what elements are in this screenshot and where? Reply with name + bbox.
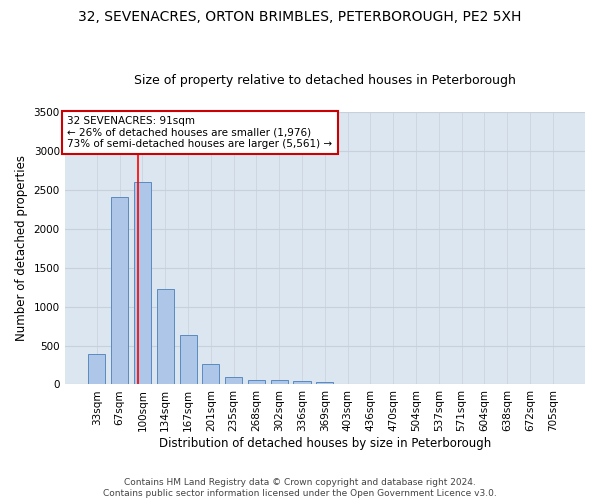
Bar [134, 182, 151, 384]
Text: 32 SEVENACRES: 91sqm
← 26% of detached houses are smaller (1,976)
73% of semi-de: 32 SEVENACRES: 91sqm ← 26% of detached h… [67, 116, 332, 149]
Bar [225, 377, 242, 384]
Bar [111, 198, 128, 384]
Bar [179, 334, 197, 384]
Text: Contains HM Land Registry data © Crown copyright and database right 2024.
Contai: Contains HM Land Registry data © Crown c… [103, 478, 497, 498]
Bar [316, 382, 334, 384]
Bar [202, 364, 220, 384]
Y-axis label: Number of detached properties: Number of detached properties [15, 155, 28, 341]
Bar [248, 380, 265, 384]
Bar [88, 354, 106, 384]
Text: 32, SEVENACRES, ORTON BRIMBLES, PETERBOROUGH, PE2 5XH: 32, SEVENACRES, ORTON BRIMBLES, PETERBOR… [79, 10, 521, 24]
X-axis label: Distribution of detached houses by size in Peterborough: Distribution of detached houses by size … [159, 437, 491, 450]
Bar [293, 381, 311, 384]
Title: Size of property relative to detached houses in Peterborough: Size of property relative to detached ho… [134, 74, 516, 87]
Bar [157, 288, 174, 384]
Bar [271, 380, 288, 384]
